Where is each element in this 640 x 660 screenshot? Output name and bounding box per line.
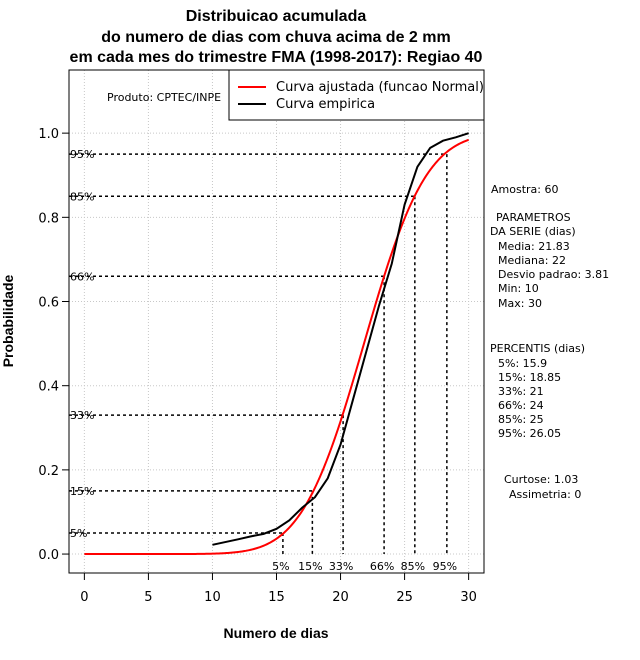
producer-label: Produto: CPTEC/INPE — [107, 91, 221, 104]
param-mean: Media: 21.83 — [498, 240, 570, 253]
percentile-left-label-5: 5% — [70, 527, 87, 540]
y-tick-label-1.0: 1.0 — [38, 127, 59, 142]
percentile-bottom-label-5: 5% — [272, 560, 289, 573]
percentile-bottom-label-95: 95% — [433, 560, 457, 573]
percentile-left-label-15: 15% — [70, 485, 94, 498]
x-tick-label-30: 30 — [460, 590, 477, 605]
percentile-guides: 5% 5% 15% 15% 33% 33% 66% 66% 85% 85% 95% 95% — [69, 148, 457, 573]
y-tick-label-0.8: 0.8 — [38, 211, 59, 226]
percentile-left-label-33: 33% — [70, 409, 94, 422]
grid-layer — [69, 70, 484, 573]
percentil-95: 95%: 26.05 — [498, 427, 561, 440]
x-tick-label-5: 5 — [144, 590, 152, 605]
percentile-bottom-label-15: 15% — [298, 560, 322, 573]
x-tick-label-25: 25 — [396, 590, 413, 605]
percentile-bottom-label-33: 33% — [329, 560, 353, 573]
chart-title-line-2: do numero de dias com chuva acima de 2 m… — [101, 29, 450, 46]
percentile-bottom-label-85: 85% — [401, 560, 425, 573]
percentil-33: 33%: 21 — [498, 385, 544, 398]
percentil-66: 66%: 24 — [498, 399, 544, 412]
params-title-1: PARAMETROS — [496, 211, 571, 224]
y-tick-label-0.4: 0.4 — [38, 380, 59, 395]
param-max: Max: 30 — [498, 297, 542, 310]
percentil-85: 85%: 25 — [498, 413, 544, 426]
y-tick-label-0.0: 0.0 — [38, 548, 59, 563]
param-median: Mediana: 22 — [498, 254, 566, 267]
y-axis-title: Probabilidade — [0, 275, 16, 368]
y-tick-label-0.2: 0.2 — [38, 464, 59, 479]
x-axis-title: Numero de dias — [223, 625, 328, 641]
chart-title-line-1: Distribuicao acumulada — [186, 8, 367, 25]
normal-fit-curve — [84, 138, 469, 556]
percentile-bottom-label-66: 66% — [370, 560, 394, 573]
axes: 0 5 10 15 20 25 30 0.0 0.2 0.4 0.6 0.8 1.0 — [38, 69, 485, 605]
percentile-left-label-85: 85% — [70, 190, 94, 203]
percentis-title: PERCENTIS (dias) — [490, 342, 585, 355]
sample-size: Amostra: 60 — [491, 183, 558, 196]
legend: Curva ajustada (funcao Normal) Curva emp… — [228, 69, 485, 121]
curves — [84, 132, 469, 556]
x-tick-label-10: 10 — [204, 590, 221, 605]
params-title-2: DA SERIE (dias) — [490, 225, 576, 238]
param-min: Min: 10 — [498, 282, 539, 295]
empirical-curve — [212, 132, 469, 546]
legend-box — [228, 69, 485, 121]
x-tick-label-20: 20 — [332, 590, 349, 605]
percentile-left-label-95: 95% — [70, 148, 94, 161]
skewness: Assimetria: 0 — [509, 488, 581, 501]
legend-label-fit: Curva ajustada (funcao Normal) — [276, 80, 484, 95]
percentil-5: 5%: 15.9 — [498, 357, 547, 370]
chart-title-line-3: em cada mes do trimestre FMA (1998-2017)… — [70, 49, 483, 66]
legend-label-empirical: Curva empirica — [276, 97, 375, 112]
x-tick-label-0: 0 — [80, 590, 88, 605]
percentile-left-label-66: 66% — [70, 270, 94, 283]
percentil-15: 15%: 18.85 — [498, 371, 561, 384]
y-tick-label-0.6: 0.6 — [38, 296, 59, 311]
x-tick-label-15: 15 — [268, 590, 285, 605]
param-sd: Desvio padrao: 3.81 — [498, 268, 609, 281]
stats-panel: Amostra: 60 PARAMETROS DA SERIE (dias) M… — [490, 183, 609, 501]
kurtosis: Curtose: 1.03 — [504, 473, 578, 486]
